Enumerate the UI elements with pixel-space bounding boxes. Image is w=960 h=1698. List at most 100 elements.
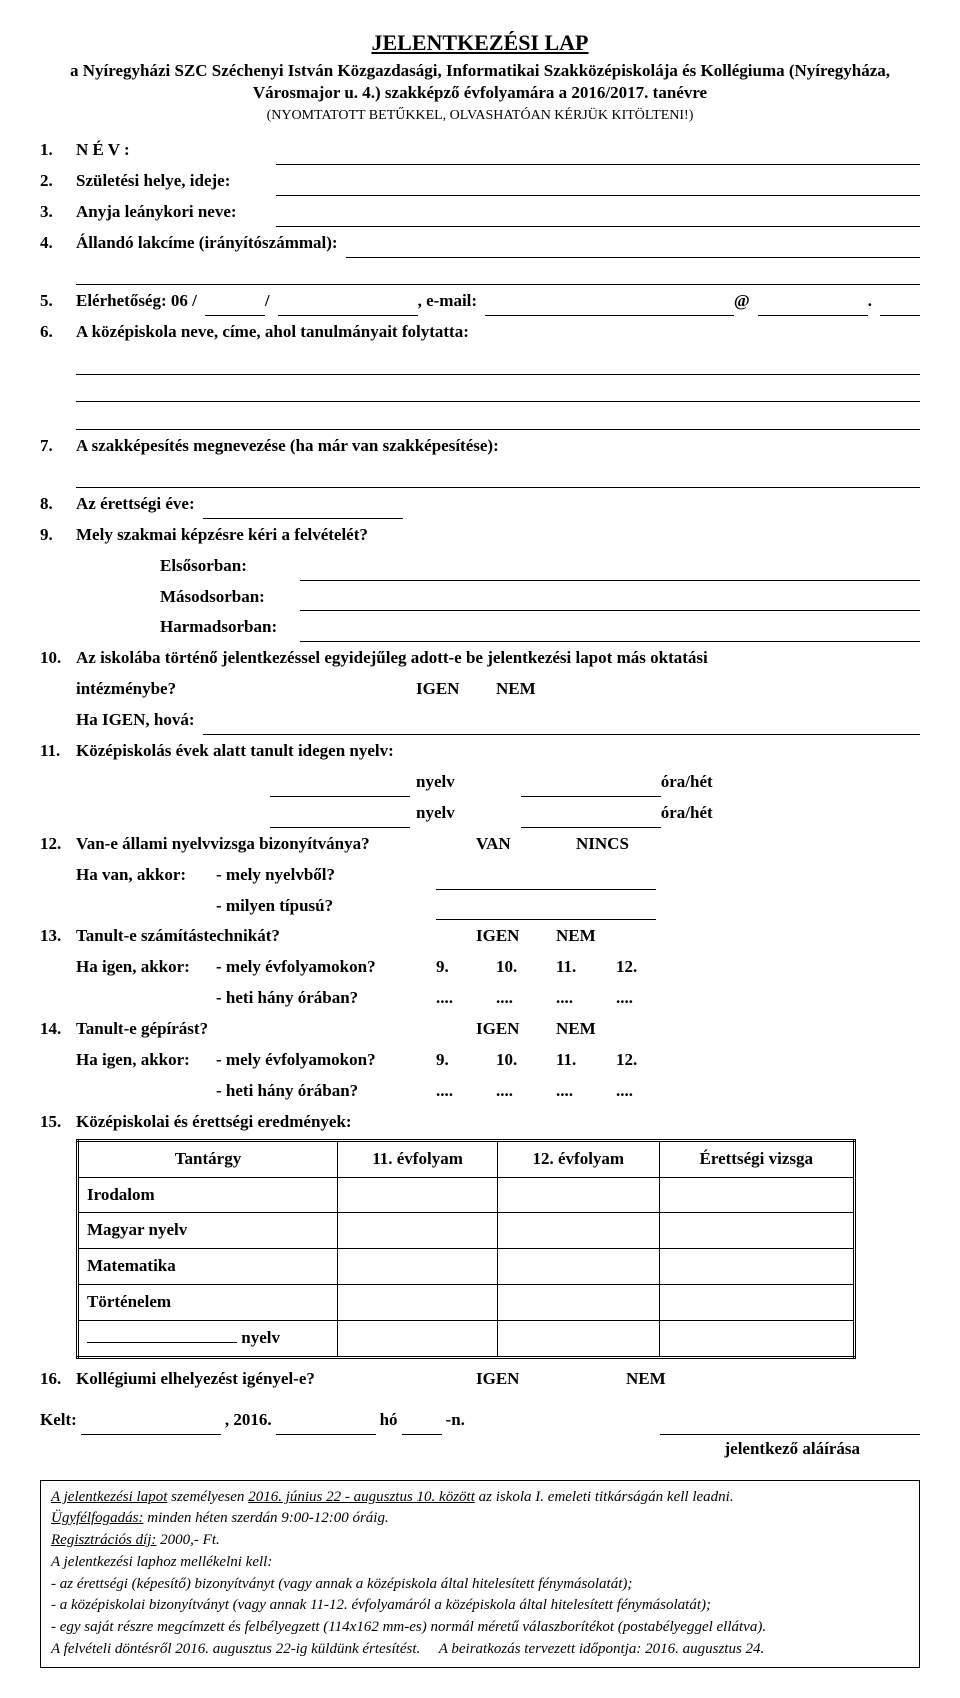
label-haigen: Ha igen, akkor:	[76, 953, 216, 982]
input-email-domain[interactable]	[758, 294, 868, 316]
input-third[interactable]	[300, 620, 920, 642]
input-exam-lang[interactable]	[436, 867, 656, 889]
input-gradyear[interactable]	[203, 497, 403, 519]
input-second[interactable]	[300, 589, 920, 611]
input-email-user[interactable]	[485, 294, 734, 316]
opt-12b[interactable]: 12.	[616, 1046, 676, 1075]
label-address: Állandó lakcíme (irányítószámmal):	[76, 229, 346, 258]
num-11: 11.	[40, 737, 76, 766]
input-school-1[interactable]	[76, 349, 920, 375]
cell[interactable]	[498, 1213, 659, 1249]
opt-nincs[interactable]: NINCS	[576, 830, 676, 859]
input-mother[interactable]	[276, 205, 920, 227]
cell[interactable]	[338, 1177, 498, 1213]
footer-line-4: A jelentkezési laphoz mellékelni kell:	[51, 1552, 909, 1574]
input-qualification[interactable]	[76, 462, 920, 488]
opt-11[interactable]: 11.	[556, 953, 616, 982]
cell[interactable]	[338, 1321, 498, 1358]
input-kelt-place[interactable]	[81, 1413, 221, 1435]
footer-1c: 2016. június 22 - augusztus 10. között	[248, 1489, 475, 1505]
cell[interactable]	[498, 1321, 659, 1358]
signature-row: Kelt: , 2016. hó -n.	[40, 1406, 920, 1435]
field-exam: 12. Van-e állami nyelvvizsga bizonyítván…	[40, 830, 920, 859]
input-signature[interactable]	[660, 1413, 920, 1435]
field-it-hours: - heti hány órában? .... .... .... ....	[40, 984, 920, 1013]
label-dorm: Kollégiumi elhelyezést igényel-e?	[76, 1365, 476, 1394]
input-name[interactable]	[276, 143, 920, 165]
label-melynyelv: - mely nyelvből?	[216, 861, 436, 890]
cell[interactable]	[338, 1213, 498, 1249]
input-first[interactable]	[300, 559, 920, 581]
cell[interactable]	[338, 1249, 498, 1285]
num-4: 4.	[40, 229, 76, 258]
dots-7[interactable]: ....	[556, 1077, 616, 1106]
label-second: Másodsorban:	[160, 583, 300, 612]
table-row: Matematika	[78, 1249, 855, 1285]
input-where[interactable]	[203, 713, 920, 735]
input-address[interactable]	[346, 236, 920, 258]
field-dorm: 16. Kollégiumi elhelyezést igényel-e? IG…	[40, 1365, 920, 1394]
input-birth[interactable]	[276, 174, 920, 196]
input-lang-1[interactable]	[270, 775, 410, 797]
dots-3[interactable]: ....	[556, 984, 616, 1013]
opt-dorm-no[interactable]: NEM	[626, 1365, 706, 1394]
num-16: 16.	[40, 1365, 76, 1394]
input-school-3[interactable]	[76, 404, 920, 430]
num-10: 10.	[40, 644, 76, 673]
input-kelt-month[interactable]	[276, 1413, 376, 1435]
input-hours-2[interactable]	[521, 806, 661, 828]
input-school-2[interactable]	[76, 377, 920, 403]
opt-it-no[interactable]: NEM	[556, 922, 636, 951]
label-exam: Van-e állami nyelvvizsga bizonyítványa?	[76, 830, 476, 859]
opt-9[interactable]: 9.	[436, 953, 496, 982]
opt-9b[interactable]: 9.	[436, 1046, 496, 1075]
input-hours-1[interactable]	[521, 775, 661, 797]
cell[interactable]	[498, 1285, 659, 1321]
opt-dorm-yes[interactable]: IGEN	[476, 1365, 626, 1394]
dots-2[interactable]: ....	[496, 984, 556, 1013]
input-lang-2[interactable]	[270, 806, 410, 828]
input-exam-type[interactable]	[436, 898, 656, 920]
opt-yes[interactable]: IGEN	[416, 675, 496, 704]
cell[interactable]	[659, 1285, 854, 1321]
dots-5[interactable]: ....	[436, 1077, 496, 1106]
label-haigen-2: Ha igen, akkor:	[76, 1046, 216, 1075]
label-n: -n.	[446, 1406, 465, 1435]
label-typing: Tanult-e gépírást?	[76, 1015, 476, 1044]
num-14: 14.	[40, 1015, 76, 1044]
cell[interactable]	[659, 1213, 854, 1249]
cell-irodalom: Irodalom	[78, 1177, 338, 1213]
opt-10b[interactable]: 10.	[496, 1046, 556, 1075]
opt-van[interactable]: VAN	[476, 830, 576, 859]
cell[interactable]	[498, 1177, 659, 1213]
opt-it-yes[interactable]: IGEN	[476, 922, 556, 951]
dots-1[interactable]: ....	[436, 984, 496, 1013]
field-contact: 5. Elérhetőség: 06 / / , e-mail: @ .	[40, 287, 920, 316]
opt-12[interactable]: 12.	[616, 953, 676, 982]
input-phone-area[interactable]	[205, 294, 265, 316]
opt-11b[interactable]: 11.	[556, 1046, 616, 1075]
cell[interactable]	[659, 1177, 854, 1213]
page-title: JELENTKEZÉSI LAP	[40, 30, 920, 56]
input-email-tld[interactable]	[880, 294, 920, 316]
opt-typing-no[interactable]: NEM	[556, 1015, 636, 1044]
th-exam: Érettségi vizsga	[659, 1140, 854, 1177]
opt-typing-yes[interactable]: IGEN	[476, 1015, 556, 1044]
opt-no[interactable]: NEM	[496, 675, 576, 704]
dots-4[interactable]: ....	[616, 984, 676, 1013]
cell[interactable]	[659, 1249, 854, 1285]
cell[interactable]	[498, 1249, 659, 1285]
field-qualification: 7. A szakképesítés megnevezése (ha már v…	[40, 432, 920, 461]
dots-8[interactable]: ....	[616, 1077, 676, 1106]
input-kelt-day[interactable]	[402, 1413, 442, 1435]
cell-nyelv[interactable]: nyelv	[78, 1321, 338, 1358]
input-address-2[interactable]	[76, 260, 920, 286]
dots-6[interactable]: ....	[496, 1077, 556, 1106]
cell[interactable]	[659, 1321, 854, 1358]
label-milyentip: - milyen típusú?	[216, 892, 436, 921]
opt-10[interactable]: 10.	[496, 953, 556, 982]
cell[interactable]	[338, 1285, 498, 1321]
input-phone-num[interactable]	[278, 294, 418, 316]
th-11: 11. évfolyam	[338, 1140, 498, 1177]
field-gradyear: 8. Az érettségi éve:	[40, 490, 920, 519]
